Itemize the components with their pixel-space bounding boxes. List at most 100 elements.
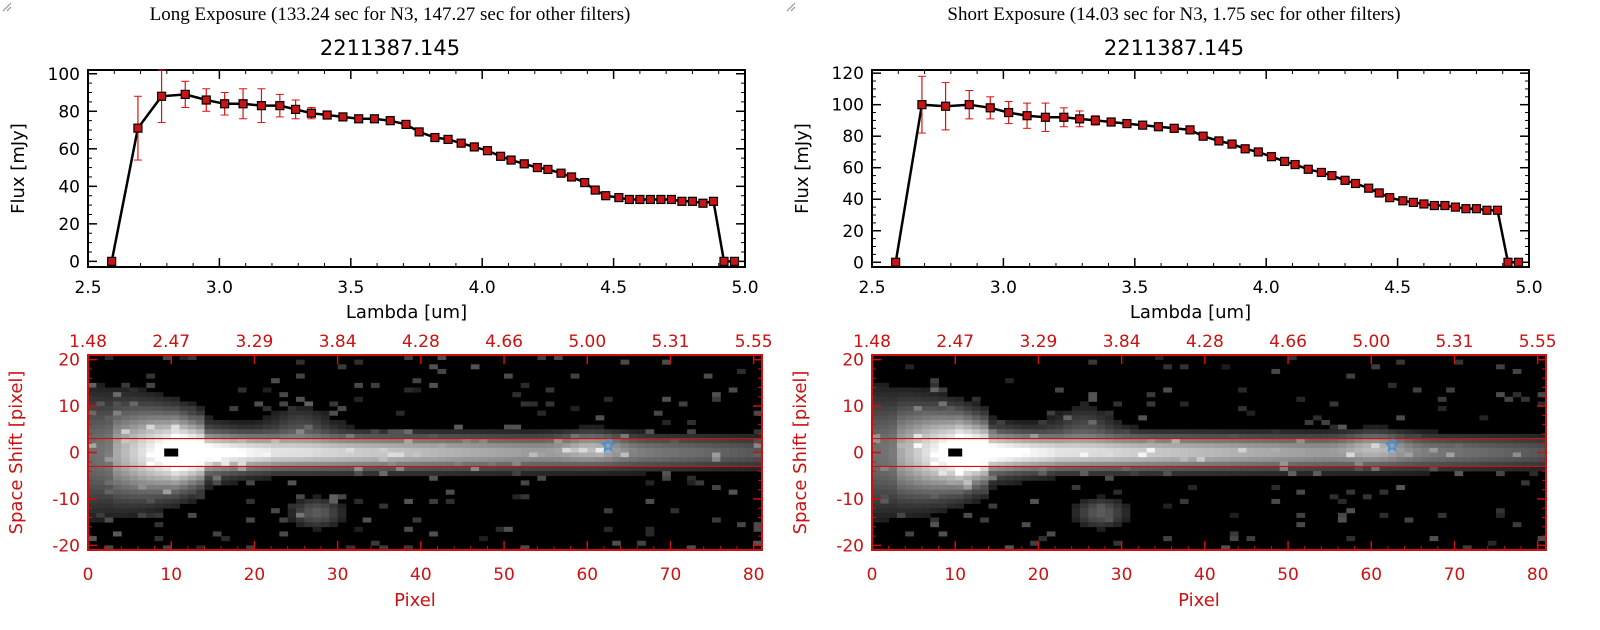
image-pixel	[504, 526, 513, 532]
image-pixel	[229, 433, 239, 439]
image-pixel	[670, 438, 680, 444]
image-pixel	[1021, 424, 1031, 430]
image-pixel	[905, 420, 914, 426]
image-pixel	[1446, 461, 1455, 467]
image-pixel	[246, 452, 255, 458]
image-pixel	[88, 396, 97, 402]
image-pixel	[1379, 471, 1389, 477]
image-pixel	[1021, 438, 1031, 444]
image-pixel	[645, 447, 655, 453]
image-pixel	[896, 494, 906, 500]
image-pixel	[96, 461, 106, 467]
image-pixel	[930, 392, 939, 398]
image-y-tick-label: -10	[52, 490, 80, 510]
image-pixel	[112, 438, 122, 444]
image-pixel	[1396, 447, 1405, 453]
image-pixel	[512, 461, 522, 467]
image-pixel	[1504, 447, 1514, 453]
image-pixel	[1104, 498, 1114, 504]
resize-handle-icon[interactable]	[0, 0, 12, 12]
image-pixel	[955, 429, 964, 435]
image-pixel	[913, 406, 923, 412]
resize-handle-icon[interactable]	[784, 0, 796, 12]
y-tick-label: 40	[842, 190, 864, 210]
image-pixel	[154, 424, 164, 430]
wavelength-tick-label: 3.84	[1103, 332, 1141, 352]
image-pixel	[1396, 429, 1405, 435]
image-pixel	[1088, 457, 1098, 463]
x-tick-label: 4.5	[600, 278, 627, 298]
image-pixel	[905, 457, 914, 463]
image-pixel	[1321, 433, 1331, 439]
image-pixel	[146, 466, 155, 472]
image-pixel	[921, 475, 931, 481]
image-pixel	[1238, 443, 1247, 449]
image-pixel	[1046, 429, 1056, 435]
image-pixel	[1313, 466, 1322, 472]
image-pixel	[146, 452, 155, 458]
image-pixel	[129, 512, 139, 518]
image-pixel	[1246, 443, 1256, 449]
image-pixel	[129, 452, 139, 458]
image-pixel	[996, 420, 1006, 426]
image-pixel	[271, 471, 280, 477]
image-pixel	[154, 475, 164, 481]
image-pixel	[462, 466, 472, 472]
image-pixel	[930, 503, 939, 509]
image-pixel	[1337, 438, 1347, 444]
image-pixel	[1421, 457, 1430, 463]
image-pixel	[162, 355, 172, 361]
image-pixel	[112, 447, 122, 453]
image-pixel	[1479, 461, 1489, 467]
image-pixel	[1063, 466, 1073, 472]
image-pixel	[237, 438, 247, 444]
image-pixel	[720, 457, 730, 463]
image-pixel	[980, 452, 989, 458]
image-pixel	[670, 452, 680, 458]
image-pixel	[896, 457, 906, 463]
image-pixel	[1346, 447, 1356, 453]
image-pixel	[905, 406, 914, 412]
image-pixel	[1071, 471, 1081, 477]
image-pixel	[1104, 410, 1114, 416]
image-pixel	[1379, 447, 1389, 453]
image-pixel	[1479, 452, 1489, 458]
image-pixel	[1271, 498, 1281, 504]
image-pixel	[1088, 512, 1098, 518]
image-y-tick-label: 10	[58, 397, 80, 417]
image-pixel	[296, 359, 305, 365]
image-pixel	[1113, 424, 1123, 430]
image-pixel	[1005, 433, 1014, 439]
image-pixel	[1046, 452, 1056, 458]
image-pixel	[872, 429, 881, 435]
image-pixel	[620, 471, 630, 477]
image-pixel	[112, 508, 122, 514]
image-pixel	[1396, 415, 1405, 421]
image-pixel	[354, 461, 363, 467]
image-pixel	[1005, 443, 1014, 449]
image-pixel	[370, 457, 380, 463]
image-pixel	[562, 433, 572, 439]
image-pixel	[988, 457, 998, 463]
image-pixel	[312, 452, 322, 458]
image-pixel	[1005, 438, 1014, 444]
image-pixel	[1462, 461, 1472, 467]
image-pixel	[1096, 424, 1106, 430]
image-pixel	[1071, 420, 1081, 426]
image-pixel	[612, 466, 621, 472]
image-pixel	[1096, 443, 1106, 449]
image-pixel	[146, 392, 155, 398]
image-y-tick-label: 0	[69, 444, 80, 464]
image-pixel	[304, 401, 314, 407]
image-pixel	[1304, 457, 1314, 463]
image-pixel	[429, 429, 438, 435]
image-pixel	[955, 438, 964, 444]
image-pixel	[1188, 452, 1197, 458]
image-pixel	[196, 485, 205, 491]
image-pixel	[1396, 457, 1405, 463]
image-pixel	[520, 457, 530, 463]
data-point	[687, 196, 698, 206]
data-point	[256, 101, 267, 111]
image-pixel	[1362, 452, 1372, 458]
image-pixel	[1213, 447, 1222, 453]
